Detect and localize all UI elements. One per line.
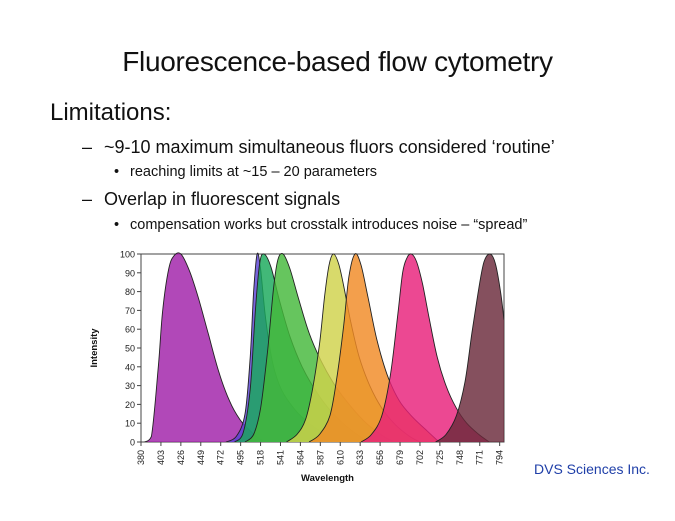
x-tick-label: 518 (256, 450, 266, 465)
spectrum-area-544 (245, 253, 394, 442)
x-tick-label: 380 (136, 450, 146, 465)
y-axis-label: Intensity (89, 328, 100, 368)
y-tick-label: 0 (130, 438, 135, 448)
y-tick-label: 30 (125, 381, 135, 391)
limitations-heading: Limitations: (50, 99, 172, 126)
bullet-text: Overlap in fluorescent signals (104, 189, 341, 209)
y-tick-label: 80 (125, 287, 135, 297)
spectrum-area-783 (435, 253, 504, 442)
x-tick-label: 702 (415, 450, 425, 465)
x-tick-label: 564 (295, 450, 305, 465)
bullet-dot: • (114, 217, 120, 233)
x-tick-label: 633 (355, 450, 365, 465)
spectra-group (144, 252, 504, 442)
bullet-signal-overlap: – Overlap in fluorescent signals (82, 189, 340, 210)
y-tick-label: 20 (125, 400, 135, 410)
x-tick-label: 403 (156, 450, 166, 465)
spectrum-outline-783 (435, 253, 504, 442)
x-tick-label: 449 (196, 450, 206, 465)
credit-text: DVS Sciences Inc. (534, 461, 650, 477)
spectrum-area-692 (361, 253, 490, 442)
dash-marker: – (82, 137, 93, 157)
subbullet-text: compensation works but crosstalk introdu… (130, 217, 528, 233)
x-tick-label: 610 (335, 450, 345, 465)
y-tick-label: 90 (125, 268, 135, 278)
x-tick-label: 725 (435, 450, 445, 465)
y-tick-label: 100 (120, 250, 135, 260)
x-tick-label: 472 (216, 450, 226, 465)
x-tick-label: 656 (375, 450, 385, 465)
y-tick-label: 10 (125, 419, 135, 429)
x-tick-label: 794 (495, 450, 505, 465)
y-tick-label: 40 (125, 362, 135, 372)
spectrum-area-426 (144, 252, 266, 442)
dash-marker: – (82, 189, 93, 209)
x-tick-label: 495 (236, 450, 246, 465)
slide-title: Fluorescence-based flow cytometry (122, 46, 553, 77)
x-tick-label: 541 (275, 450, 285, 465)
x-tick-label: 771 (475, 450, 485, 465)
bullet-dot: • (114, 164, 120, 180)
x-tick-label: 748 (455, 450, 465, 465)
y-tick-label: 60 (125, 325, 135, 335)
y-tick-label: 50 (125, 344, 135, 354)
bullet-text: ~9-10 maximum simultaneous fluors consid… (104, 137, 555, 157)
subbullet-compensation-spread: • compensation works but crosstalk introd… (114, 217, 527, 233)
x-axis-label: Wavelength (301, 473, 354, 484)
subbullet-parameter-limit: • reaching limits at ~15 – 20 parameters (114, 164, 377, 180)
spectrum-area-627 (309, 253, 439, 442)
x-tick-label: 426 (176, 450, 186, 465)
x-tick-label: 587 (315, 450, 325, 465)
bullet-routine-fluors: – ~9-10 maximum simultaneous fluors consi… (82, 137, 555, 158)
x-tick-label: 679 (395, 450, 405, 465)
subbullet-text: reaching limits at ~15 – 20 parameters (130, 164, 378, 180)
y-tick-label: 70 (125, 306, 135, 316)
